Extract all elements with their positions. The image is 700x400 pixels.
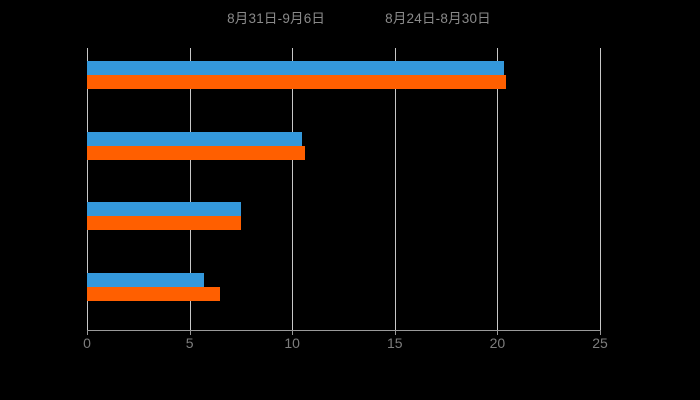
legend-label: 8月31日-9月6日 <box>227 11 326 27</box>
tick-mark <box>497 330 499 335</box>
bar[interactable] <box>87 216 241 231</box>
bar[interactable] <box>87 272 204 287</box>
x-tick-label: 15 <box>387 335 403 351</box>
gridline <box>87 48 88 330</box>
x-tick-label: 0 <box>83 335 91 351</box>
legend-entry[interactable]: 8月24日-8月30日 <box>367 12 491 26</box>
bar[interactable] <box>87 145 305 160</box>
bar[interactable] <box>87 131 303 146</box>
bar[interactable] <box>87 61 504 76</box>
x-tick-label: 10 <box>284 335 300 351</box>
x-axis-line <box>87 330 601 331</box>
gridline <box>600 48 601 330</box>
gridline <box>189 48 191 330</box>
bar[interactable] <box>87 75 506 90</box>
x-tick-label: 5 <box>185 335 194 351</box>
tick-mark <box>600 330 601 335</box>
legend-entry[interactable]: 8月31日-9月6日 <box>209 12 325 26</box>
legend-marker-square-icon <box>367 14 378 25</box>
gridline <box>292 48 294 330</box>
tick-mark <box>394 330 396 335</box>
tick-mark <box>292 330 294 335</box>
legend-label: 8月24日-8月30日 <box>385 11 491 27</box>
gridline <box>394 48 396 330</box>
bar[interactable] <box>87 286 221 301</box>
tick-mark <box>189 330 191 335</box>
legend-marker-circle-icon <box>209 14 220 25</box>
bar[interactable] <box>87 202 241 217</box>
plot-area: 美国德国日本中国 <box>87 48 601 330</box>
x-tick-label: 25 <box>592 335 608 351</box>
tick-mark <box>87 330 88 335</box>
chart-legend: 8月31日-9月6日 8月24日-8月30日 <box>0 8 700 30</box>
x-tick-label: 20 <box>489 335 506 351</box>
gridline <box>497 48 499 330</box>
